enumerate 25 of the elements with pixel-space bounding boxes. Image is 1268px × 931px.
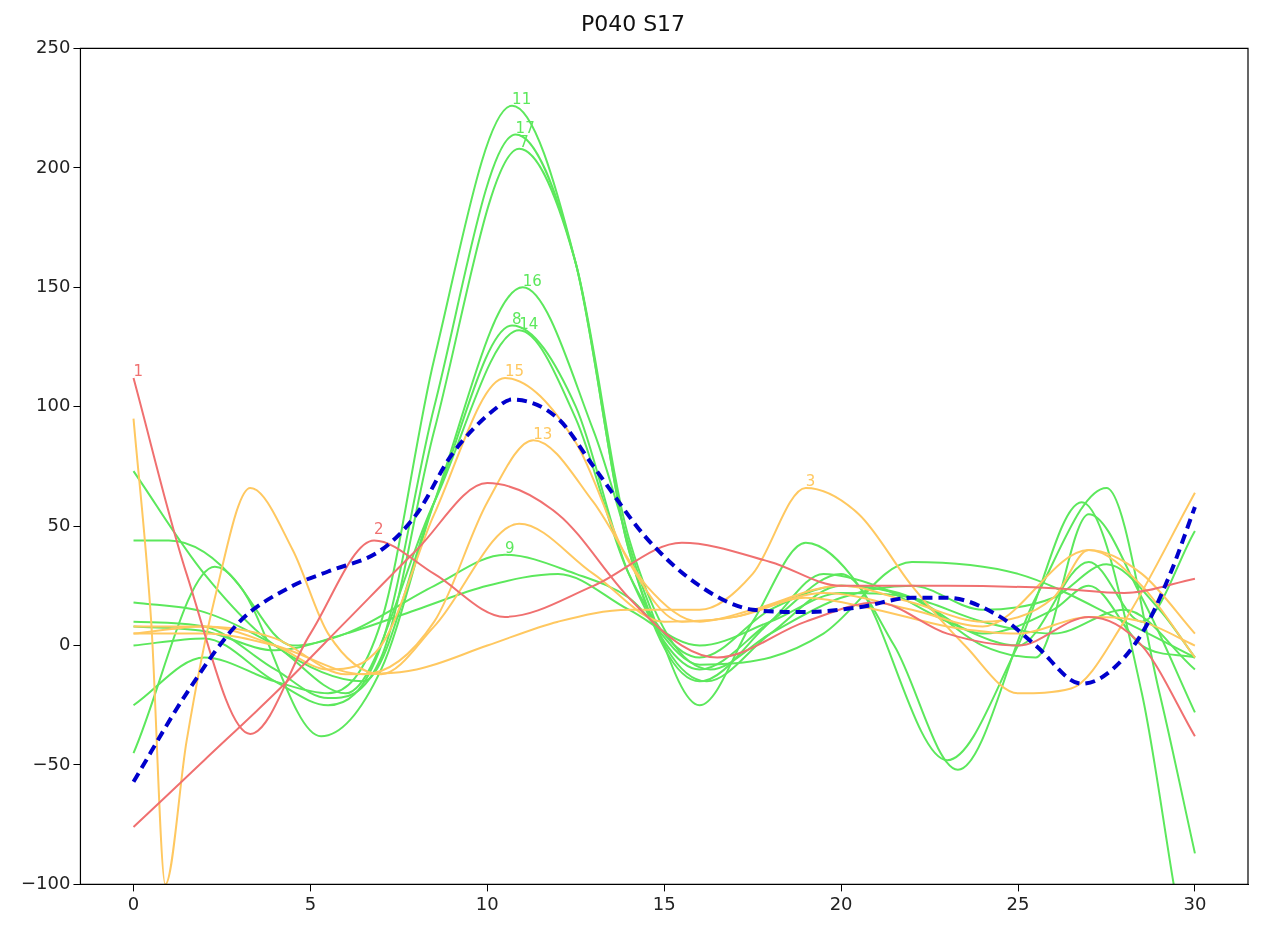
y-tick-label: 50 xyxy=(47,513,71,535)
y-tick-label: 200 xyxy=(36,155,71,177)
series-label: 11 xyxy=(512,90,532,109)
x-tick-label: 10 xyxy=(475,892,499,914)
y-tick-label: 250 xyxy=(36,36,71,58)
series-label: 15 xyxy=(505,362,525,381)
annotation: 2 xyxy=(374,520,384,539)
y-tick-label: 150 xyxy=(36,274,71,296)
series-label: 3 xyxy=(805,472,816,491)
series-label: 8 xyxy=(512,309,522,328)
y-tick-label: −50 xyxy=(32,752,71,774)
x-tick-label: 15 xyxy=(652,892,676,914)
y-tick-label: −100 xyxy=(20,872,71,894)
y-tick-label: 0 xyxy=(58,633,71,655)
x-tick-label: 30 xyxy=(1183,892,1207,914)
series-label: 9 xyxy=(505,539,515,558)
chart-title: P040 S17 xyxy=(580,10,686,36)
x-tick-label: 20 xyxy=(829,892,853,914)
x-tick-label: 5 xyxy=(304,892,317,914)
series-label: 1 xyxy=(133,362,144,381)
series-label: 16 xyxy=(522,271,542,290)
x-tick-label: 0 xyxy=(127,892,140,914)
x-tick-label: 25 xyxy=(1006,892,1030,914)
y-tick-label: 100 xyxy=(36,394,71,416)
series-label: 13 xyxy=(533,424,553,443)
